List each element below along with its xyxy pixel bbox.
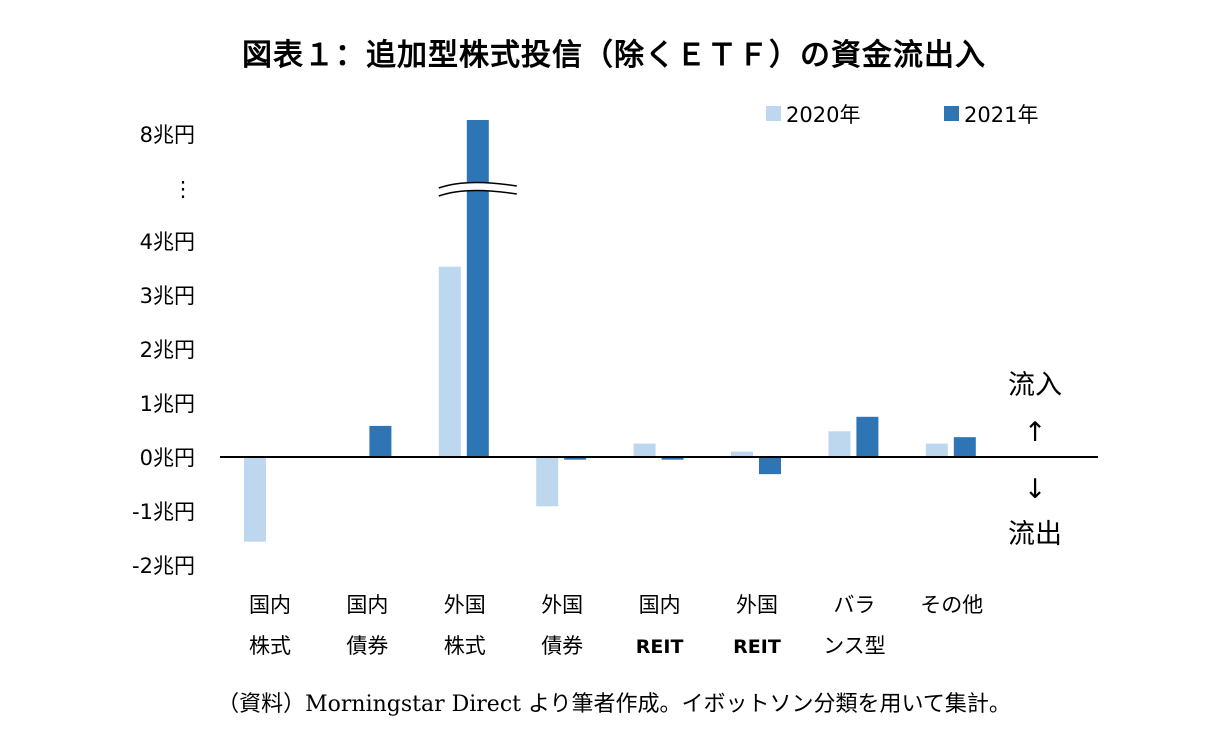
y-tick-label: ⋮ — [173, 177, 194, 201]
bar-2021年 — [661, 457, 684, 460]
bar-2021年 — [953, 437, 976, 457]
category-label: 外国 — [444, 593, 486, 617]
legend-swatch — [766, 106, 781, 121]
category-label: 外国 — [541, 593, 583, 617]
category-label: REIT — [636, 636, 684, 658]
y-tick-label: -2兆円 — [132, 554, 195, 578]
source-note: （資料）Morningstar Direct より筆者作成。イボットソン分類を用… — [217, 692, 1011, 717]
y-tick-label: 4兆円 — [140, 230, 195, 254]
y-axis-labels: 8兆円 ⋮ 4兆円 3兆円 2兆円 1兆円 0兆円 -1兆円 -2兆円 — [132, 123, 195, 578]
break-line-bottom — [438, 189, 517, 197]
bar-2020年 — [536, 457, 559, 507]
bar-2021年 — [466, 120, 489, 457]
bars — [244, 120, 976, 542]
bar-2020年 — [925, 443, 948, 457]
y-tick-label: 0兆円 — [140, 446, 195, 470]
bar-2020年 — [438, 266, 461, 457]
category-label: 債券 — [541, 634, 583, 658]
down-arrow-icon: ↓ — [1024, 474, 1047, 505]
bar-2021年 — [856, 416, 879, 457]
legend-label: 2020年 — [786, 103, 860, 127]
chart-title: 図表１：追加型株式投信（除くＥＴＦ）の資金流出入 — [242, 38, 986, 73]
category-label: 国内 — [346, 593, 388, 617]
up-arrow-icon: ↑ — [1024, 417, 1047, 448]
category-label: 株式 — [444, 634, 486, 658]
break-line-top — [438, 181, 517, 189]
category-label: ンス型 — [823, 634, 886, 658]
inflow-label: 流入 — [1008, 370, 1062, 401]
category-label: 外国 — [736, 593, 778, 617]
category-label: REIT — [733, 636, 781, 658]
bar-2020年 — [731, 451, 753, 457]
y-tick-label: 2兆円 — [140, 338, 195, 362]
bar-2020年 — [828, 431, 851, 457]
category-label: 国内 — [639, 593, 681, 617]
category-label: バラ — [833, 593, 875, 617]
category-label: 国内 — [249, 593, 291, 617]
bar-2020年 — [633, 443, 656, 457]
outflow-label: 流出 — [1008, 519, 1062, 550]
axis-break-mark — [438, 181, 517, 197]
y-tick-label: -1兆円 — [132, 500, 195, 524]
y-tick-label: 1兆円 — [140, 392, 195, 416]
legend: 2020年 2021年 — [766, 103, 1038, 127]
bar-2020年 — [244, 457, 266, 542]
bar-2021年 — [759, 457, 781, 475]
y-tick-label: 3兆円 — [140, 284, 195, 308]
break-gap — [438, 182, 517, 196]
category-label: その他 — [920, 593, 983, 617]
category-label: 債券 — [346, 634, 388, 658]
bar-2021年 — [564, 457, 587, 460]
category-label: 株式 — [249, 634, 291, 658]
legend-swatch — [944, 106, 959, 121]
y-tick-label: 8兆円 — [140, 123, 195, 147]
legend-label: 2021年 — [964, 103, 1038, 127]
bar-2021年 — [369, 425, 392, 457]
